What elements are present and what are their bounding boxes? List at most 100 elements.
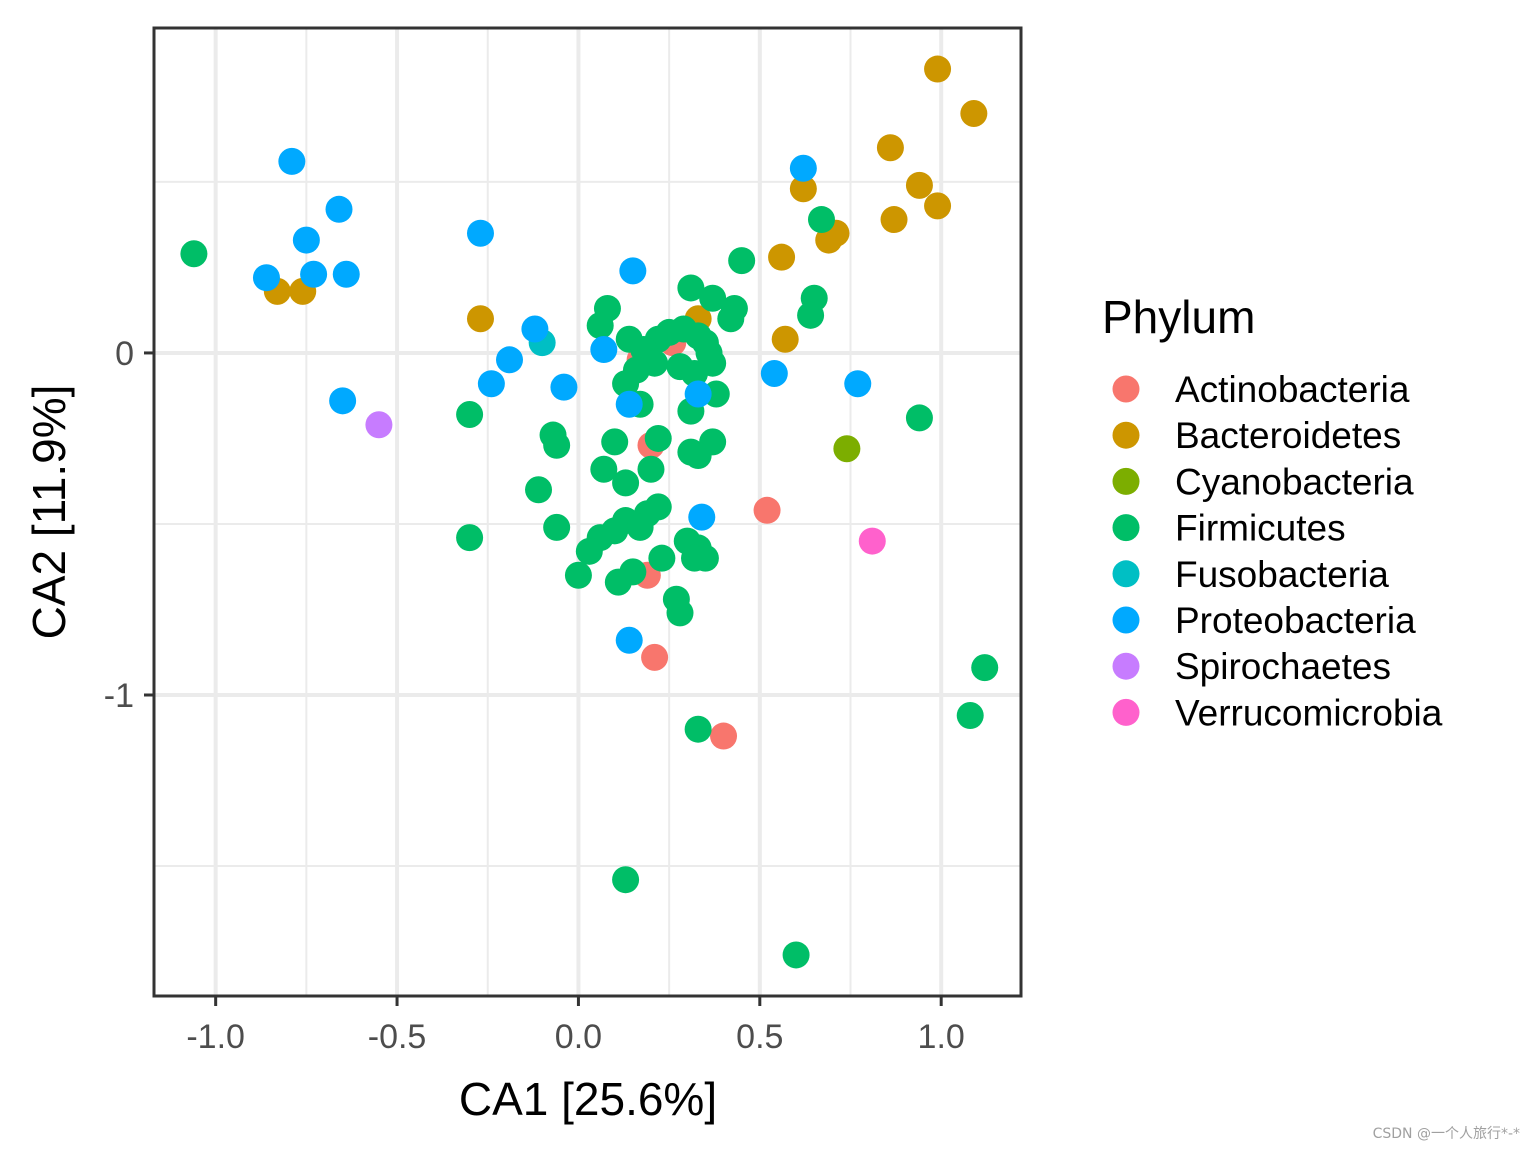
point-bacteroidetes — [876, 134, 904, 162]
legend-key-spirochaetes — [1112, 652, 1140, 680]
y-axis-title: CA2 [11.9%] — [23, 385, 75, 640]
plot-panel-border — [152, 26, 1023, 998]
point-proteobacteria — [688, 503, 716, 531]
watermark-text: CSDN @一个人旅行*-* — [1373, 1126, 1520, 1142]
point-proteobacteria — [329, 387, 357, 415]
point-actinobacteria — [710, 722, 738, 750]
x-axis-title: CA1 [25.6%] — [459, 1073, 717, 1125]
legend-label-proteobacteria: Proteobacteria — [1175, 600, 1416, 641]
point-proteobacteria — [278, 147, 306, 175]
point-proteobacteria — [252, 264, 280, 292]
point-firmicutes — [797, 301, 825, 329]
legend-label-firmicutes: Firmicutes — [1175, 508, 1346, 549]
point-bacteroidetes — [815, 226, 843, 254]
point-proteobacteria — [615, 390, 643, 418]
point-bacteroidetes — [768, 243, 796, 271]
point-firmicutes — [456, 401, 484, 429]
point-firmicutes — [543, 431, 571, 459]
point-proteobacteria — [590, 336, 618, 364]
legend-label-verrucomicrobia: Verrucomicrobia — [1175, 692, 1443, 733]
y-tick-label: -1 — [104, 677, 134, 715]
point-bacteroidetes — [924, 55, 952, 83]
point-firmicutes — [782, 941, 810, 969]
legend-key-verrucomicrobia — [1112, 698, 1140, 726]
legend-key-firmicutes — [1112, 514, 1140, 542]
point-proteobacteria — [300, 260, 328, 288]
point-proteobacteria — [466, 219, 494, 247]
point-bacteroidetes — [960, 100, 988, 128]
point-firmicutes — [590, 455, 618, 483]
legend-key-actinobacteria — [1112, 375, 1140, 403]
legend-label-fusobacteria: Fusobacteria — [1175, 554, 1389, 595]
point-firmicutes — [180, 240, 208, 268]
legend-items: Actinobacteria Bacteroidetes Cyanobacteria… — [1112, 369, 1443, 733]
point-firmicutes — [637, 455, 665, 483]
point-firmicutes — [626, 513, 654, 541]
point-bacteroidetes — [905, 171, 933, 199]
point-firmicutes — [905, 404, 933, 432]
point-firmicutes — [644, 424, 672, 452]
point-bacteroidetes — [771, 325, 799, 353]
data-points — [180, 55, 999, 969]
point-firmicutes — [699, 284, 727, 312]
point-firmicutes — [601, 428, 629, 456]
point-firmicutes — [956, 702, 984, 730]
point-bacteroidetes — [880, 206, 908, 234]
point-spirochaetes — [365, 411, 393, 439]
point-firmicutes — [586, 312, 614, 340]
point-proteobacteria — [332, 260, 360, 288]
x-tick-label: 0.5 — [736, 1018, 783, 1056]
point-firmicutes — [604, 568, 632, 596]
point-firmicutes — [543, 513, 571, 541]
grid-lines — [154, 28, 1021, 996]
point-proteobacteria — [684, 380, 712, 408]
point-proteobacteria — [496, 346, 524, 374]
x-tick-label: 1.0 — [918, 1018, 965, 1056]
point-firmicutes — [575, 537, 603, 565]
point-firmicutes — [525, 476, 553, 504]
point-firmicutes — [699, 349, 727, 377]
legend-key-proteobacteria — [1112, 606, 1140, 634]
point-firmicutes — [691, 544, 719, 572]
point-firmicutes — [807, 206, 835, 234]
point-firmicutes — [684, 715, 712, 743]
point-proteobacteria — [789, 154, 817, 182]
point-firmicutes — [728, 247, 756, 275]
point-proteobacteria — [477, 370, 505, 398]
point-bacteroidetes — [789, 175, 817, 203]
legend-label-spirochaetes: Spirochaetes — [1175, 646, 1391, 687]
x-tick-label: -1.0 — [186, 1018, 245, 1056]
point-firmicutes — [684, 442, 712, 470]
point-bacteroidetes — [466, 305, 494, 333]
legend-title: Phylum — [1102, 291, 1255, 343]
legend-key-bacteroidetes — [1112, 421, 1140, 449]
point-firmicutes — [971, 654, 999, 682]
point-proteobacteria — [760, 359, 788, 387]
point-proteobacteria — [521, 315, 549, 343]
legend-key-fusobacteria — [1112, 560, 1140, 588]
legend: Phylum Actinobacteria Bacteroidetes Cyanob… — [1102, 291, 1443, 733]
point-firmicutes — [677, 274, 705, 302]
x-tick-label: -0.5 — [368, 1018, 427, 1056]
point-firmicutes — [666, 599, 694, 627]
point-proteobacteria — [615, 626, 643, 654]
point-proteobacteria — [325, 195, 353, 223]
point-firmicutes — [612, 370, 640, 398]
point-bacteroidetes — [924, 192, 952, 220]
point-firmicutes — [612, 469, 640, 497]
point-proteobacteria — [292, 226, 320, 254]
legend-label-bacteroidetes: Bacteroidetes — [1175, 415, 1401, 456]
y-tick-label: 0 — [115, 335, 134, 373]
legend-label-cyanobacteria: Cyanobacteria — [1175, 461, 1414, 502]
x-tick-label: 0.0 — [555, 1018, 602, 1056]
legend-label-actinobacteria: Actinobacteria — [1175, 369, 1410, 410]
legend-key-cyanobacteria — [1112, 467, 1140, 495]
point-proteobacteria — [619, 257, 647, 285]
point-actinobacteria — [641, 643, 669, 671]
point-cyanobacteria — [833, 435, 861, 463]
point-actinobacteria — [753, 496, 781, 524]
point-firmicutes — [717, 305, 745, 333]
axis-ticks: -1.0 -0.5 0.0 0.5 1.0 0 -1 — [104, 335, 965, 1056]
point-firmicutes — [456, 524, 484, 552]
